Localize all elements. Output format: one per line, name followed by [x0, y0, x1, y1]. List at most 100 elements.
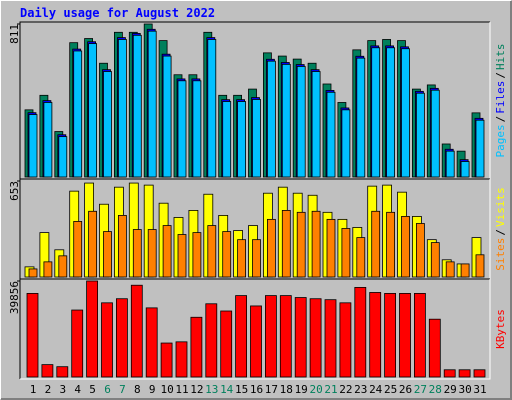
bar [445, 261, 455, 278]
legend-entry: Pages [494, 124, 507, 157]
bar [250, 305, 262, 378]
panel-edge-light [20, 279, 491, 380]
bar [192, 232, 202, 278]
bar [43, 102, 53, 178]
bar [354, 286, 367, 378]
bar [371, 210, 381, 278]
x-tick-label: 5 [89, 383, 96, 396]
bar [86, 280, 98, 378]
bar [162, 55, 172, 178]
panel-edge-dark [19, 178, 490, 279]
bar [356, 237, 366, 278]
bar [147, 30, 157, 178]
x-tick-label: 9 [149, 383, 156, 396]
x-tick-label: 30 [458, 383, 471, 396]
bar [177, 234, 187, 278]
bar [371, 47, 381, 178]
x-tick-label: 16 [250, 383, 263, 396]
bar [220, 310, 233, 378]
bar [386, 47, 396, 178]
x-tick-label: 15 [235, 383, 248, 396]
x-tick-label: 10 [160, 383, 173, 396]
bar [118, 215, 127, 278]
bar [56, 366, 69, 378]
bar [103, 71, 112, 178]
bar [145, 307, 158, 378]
bar [235, 295, 248, 378]
bar [207, 39, 217, 178]
x-tick-label: 26 [399, 383, 412, 396]
bar [430, 89, 440, 178]
bar [222, 101, 232, 178]
bar [71, 309, 84, 378]
bar [43, 261, 53, 278]
bar [311, 71, 321, 178]
y-max-label: 39856 [8, 281, 21, 314]
chart-title: Daily usage for August 2022 [20, 6, 215, 20]
x-tick-label: 20 [309, 383, 322, 396]
bar [415, 223, 425, 278]
bar [132, 34, 142, 178]
bar [147, 229, 157, 278]
bar [103, 231, 112, 278]
bar [401, 216, 410, 278]
bar [28, 268, 38, 278]
x-tick-label: 17 [265, 383, 278, 396]
bar [460, 263, 470, 278]
y-max-label: 653 [8, 181, 21, 201]
bar [58, 136, 68, 178]
bar [369, 292, 382, 378]
bar [28, 114, 38, 178]
bar [73, 221, 83, 278]
bar [237, 101, 247, 178]
bar [205, 303, 218, 378]
x-tick-label: 25 [384, 383, 397, 396]
legend-entry: Files [494, 81, 507, 114]
x-tick-label: 1 [30, 383, 37, 396]
bar [190, 316, 203, 378]
bar [237, 239, 247, 278]
bar [324, 299, 337, 378]
bar [341, 228, 351, 278]
bar [445, 150, 455, 178]
legend-entry: Sites [494, 238, 507, 271]
bar [252, 239, 261, 278]
legend-entry: Hits [494, 44, 507, 71]
bar [279, 295, 292, 378]
bar [460, 161, 470, 178]
legend: Sites / Visits [494, 187, 507, 271]
x-tick-label: 22 [339, 383, 352, 396]
x-tick-label: 12 [190, 383, 203, 396]
bar [281, 63, 291, 178]
bar [116, 298, 128, 378]
x-tick-label: 11 [175, 383, 188, 396]
bar [386, 211, 396, 278]
x-tick-label: 31 [473, 383, 486, 396]
bar [401, 48, 410, 178]
bar [296, 211, 306, 278]
bar [41, 364, 54, 378]
bar [443, 369, 456, 378]
bar [73, 50, 83, 178]
bar [130, 284, 143, 378]
bar [26, 293, 39, 378]
bar [222, 231, 232, 278]
bar [132, 229, 142, 278]
bar [475, 254, 485, 278]
panel-edge-dark [19, 21, 490, 179]
bar [399, 293, 411, 378]
bar [296, 66, 306, 178]
legend: Pages/Files/Hits [494, 44, 507, 158]
x-tick-label: 6 [104, 383, 111, 396]
x-tick-label: 23 [354, 383, 367, 396]
x-tick-label: 2 [45, 383, 52, 396]
legend-separator: / [494, 72, 507, 79]
x-tick-label: 8 [134, 383, 141, 396]
x-tick-label: 19 [295, 383, 308, 396]
y-max-label: 811 [8, 24, 21, 44]
bar [118, 39, 127, 178]
bar [177, 80, 187, 178]
bar [475, 119, 485, 178]
